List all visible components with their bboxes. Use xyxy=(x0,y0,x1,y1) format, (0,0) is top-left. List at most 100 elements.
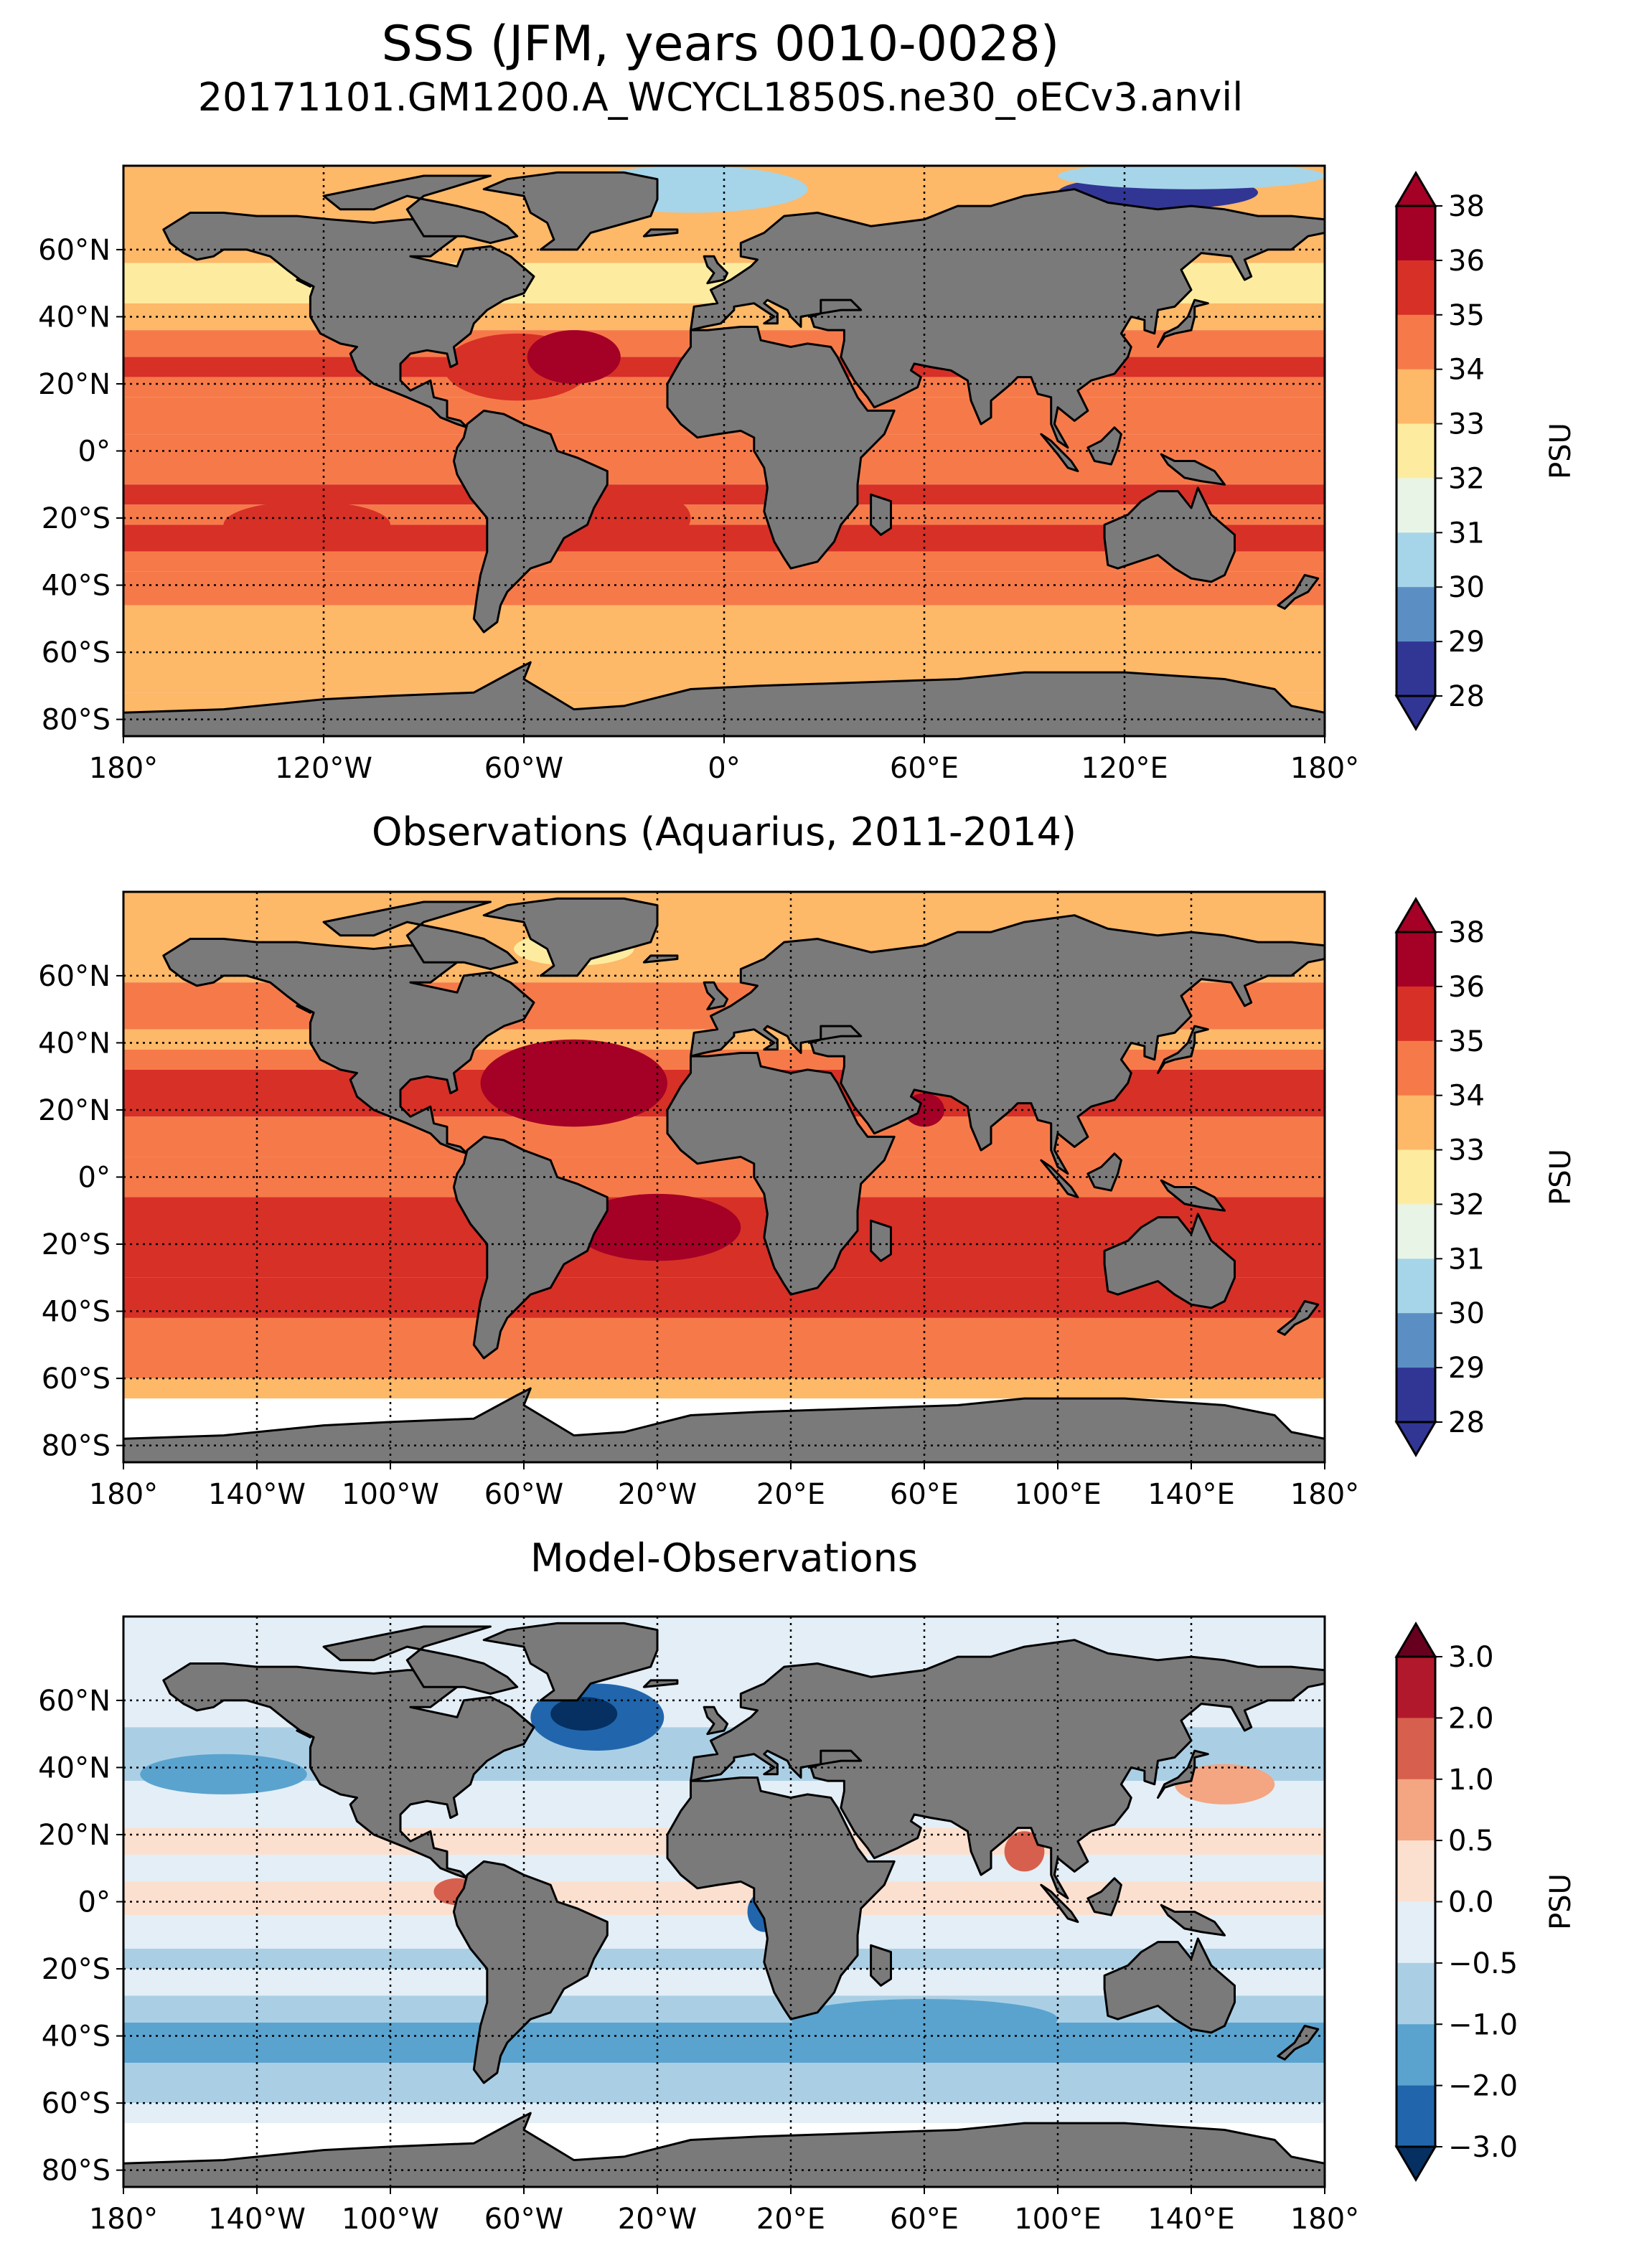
colorbar-tick-label: −1.0 xyxy=(1448,2008,1518,2041)
lon-tick-label: 180° xyxy=(1290,752,1359,785)
land-mass xyxy=(690,1639,1325,1900)
lat-tick-label: 40°S xyxy=(42,2020,111,2053)
salinity-band xyxy=(123,2103,1325,2124)
lat-tick-label: 0° xyxy=(78,1886,111,1919)
lon-tick-label: 180° xyxy=(89,2203,158,2236)
land-mass xyxy=(1103,486,1236,583)
colorbar-tick-label: 29 xyxy=(1448,626,1485,659)
colorbar-label: PSU xyxy=(1544,1873,1577,1930)
colorbar-segment xyxy=(1396,986,1435,1042)
salinity-band xyxy=(123,2062,1325,2104)
colorbar-segment xyxy=(1396,1779,1435,1841)
land-mass xyxy=(482,1622,659,1702)
lat-tick-label: 60°N xyxy=(38,1685,111,1718)
colorbar-tick-label: 38 xyxy=(1448,916,1485,949)
lon-tick-label: 140°W xyxy=(208,1478,306,1511)
colorbar-tick-label: 34 xyxy=(1448,1080,1485,1113)
land-mass xyxy=(870,1219,892,1262)
colorbar-tick-label: 30 xyxy=(1448,1297,1485,1330)
land-mass xyxy=(162,1662,535,1880)
colorbar-frame xyxy=(1395,204,1437,697)
lon-tick-label: 180° xyxy=(1290,1478,1359,1511)
lon-tick-label: 140°W xyxy=(208,2203,306,2236)
colorbar-segment xyxy=(1396,1313,1435,1368)
land-mass xyxy=(1103,1213,1236,1309)
colorbar-extend-bottom xyxy=(1394,2145,1437,2182)
salinity-band xyxy=(123,1948,1325,1970)
lon-tick-label: 20°E xyxy=(756,2203,825,2236)
colorbar-tick-label: −0.5 xyxy=(1448,1947,1518,1980)
colorbar-segment xyxy=(1396,478,1435,533)
land-mass xyxy=(870,493,892,536)
colorbar-segment xyxy=(1396,532,1435,588)
salinity-region xyxy=(480,1039,667,1127)
land-mass xyxy=(666,1777,896,2020)
lat-tick-label: 40°S xyxy=(42,570,111,603)
colorbar-tick-label: 2.0 xyxy=(1448,1702,1494,1735)
colorbar-extend-top xyxy=(1394,1622,1437,1658)
land-mass xyxy=(642,1679,679,1688)
colorbar-label: PSU xyxy=(1544,1149,1577,1205)
lat-tick-label: 0° xyxy=(78,1162,111,1195)
panel-2-title: Observations (Aquarius, 2011-2014) xyxy=(371,809,1077,855)
land-mass xyxy=(123,661,1325,736)
lat-tick-label: 20°N xyxy=(38,368,111,401)
colorbar-frame xyxy=(1395,931,1437,1424)
colorbar-tick-label: 1.0 xyxy=(1448,1764,1494,1797)
lat-tick-label: 0° xyxy=(78,436,111,469)
land-mass xyxy=(1157,298,1209,348)
salinity-band xyxy=(123,1915,1325,1949)
land-mass xyxy=(1103,1937,1236,2034)
salinity-region xyxy=(1004,1831,1045,1872)
lat-tick-label: 20°S xyxy=(42,1228,111,1261)
salinity-region xyxy=(223,501,390,549)
salinity-band xyxy=(123,2022,1325,2063)
land-mass xyxy=(1040,1883,1079,1924)
colorbar-segment xyxy=(1396,1040,1435,1096)
lon-tick-label: 140°E xyxy=(1147,1478,1235,1511)
land-mass xyxy=(123,1387,1325,1462)
lon-tick-label: 20°W xyxy=(618,2203,697,2236)
lat-tick-label: 40°S xyxy=(42,1296,111,1329)
colorbar-segment xyxy=(1396,260,1435,316)
land-mass xyxy=(642,228,679,237)
salinity-region xyxy=(550,1697,618,1731)
figure-title: SSS (JFM, years 0010-0028) xyxy=(381,16,1060,72)
colorbar-tick-label: 30 xyxy=(1448,571,1485,604)
land-mass xyxy=(690,188,1325,449)
colorbar-segment xyxy=(1396,1840,1435,1902)
lon-tick-label: 60°E xyxy=(890,752,959,785)
panel-3-title: Model-Observations xyxy=(530,1535,919,1581)
land-mass xyxy=(1160,1179,1226,1212)
land-mass xyxy=(690,914,1325,1175)
colorbar-tick-label: 35 xyxy=(1448,1025,1485,1058)
lat-tick-label: 60°S xyxy=(42,2087,111,2120)
salinity-band xyxy=(123,1881,1325,1916)
lon-tick-label: 20°W xyxy=(618,1478,697,1511)
colorbar-tick-label: 28 xyxy=(1448,1406,1485,1439)
land-mass xyxy=(452,1135,609,1360)
lat-tick-label: 40°N xyxy=(38,1027,111,1060)
colorbar-tick-label: 29 xyxy=(1448,1352,1485,1385)
lon-tick-label: 120°W xyxy=(275,752,372,785)
colorbar-tick-label: 31 xyxy=(1448,1243,1485,1276)
colorbar-tick-label: 36 xyxy=(1448,245,1485,278)
colorbar-segment xyxy=(1396,641,1435,697)
lon-tick-label: 60°W xyxy=(484,752,563,785)
colorbar-segment xyxy=(1396,1901,1435,1964)
colorbar-segment xyxy=(1396,587,1435,642)
land-mass xyxy=(162,938,535,1155)
land-mass xyxy=(482,171,659,251)
colorbar-tick-label: −3.0 xyxy=(1448,2131,1518,2164)
land-mass xyxy=(482,897,659,977)
land-mass xyxy=(1040,433,1079,473)
colorbar-tick-label: 0.5 xyxy=(1448,1825,1494,1858)
colorbar-tick-label: 38 xyxy=(1448,190,1485,223)
lon-tick-label: 140°E xyxy=(1147,2203,1235,2236)
salinity-region xyxy=(190,1217,390,1271)
colorbar-segment xyxy=(1396,2024,1435,2086)
land-mass xyxy=(162,212,535,429)
lon-tick-label: 60°W xyxy=(484,2203,563,2236)
land-mass xyxy=(322,900,519,971)
